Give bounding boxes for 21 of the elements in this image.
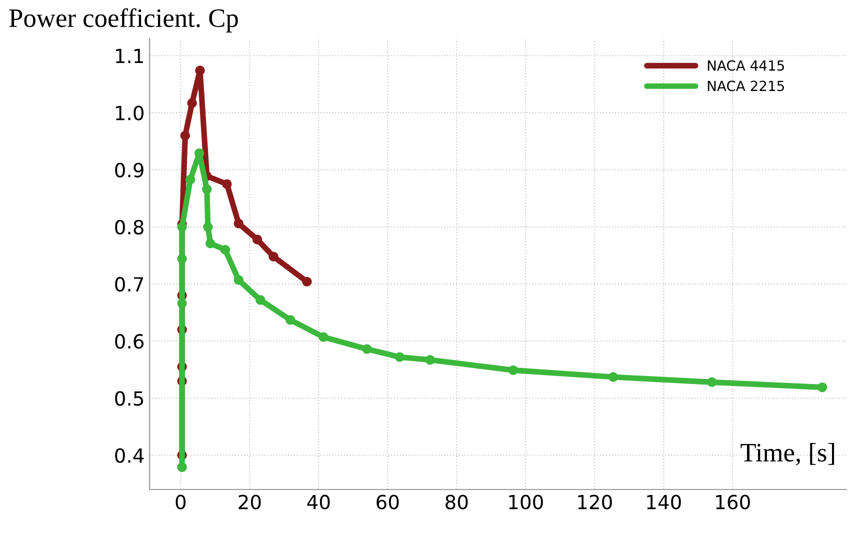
legend-label: NACA 2215 <box>708 80 784 92</box>
x-tick-label: 140 <box>647 494 681 510</box>
x-tick-label: 160 <box>716 494 750 510</box>
y-tick-label: 0.9 <box>115 162 144 178</box>
x-axis-title: Time, [s] <box>740 443 834 466</box>
y-tick-label: 0.4 <box>115 448 144 463</box>
x-tick-label: 20 <box>238 494 261 510</box>
y-tick-label: 1.1 <box>116 48 143 64</box>
x-tick-label: 0 <box>176 494 186 510</box>
y-tick-label: 0.6 <box>115 334 144 349</box>
x-tick-label: 120 <box>578 494 612 510</box>
y-tick-label: 0.8 <box>115 220 144 235</box>
y-tick-label: 1.0 <box>116 106 144 120</box>
x-tick-label: 100 <box>509 494 543 510</box>
legend-label: NACA 4415 <box>708 60 784 71</box>
x-tick-label: 40 <box>307 494 330 510</box>
y-tick-label: 0.7 <box>115 276 144 292</box>
x-tick-label: 80 <box>446 494 468 510</box>
y-tick-label: 0.5 <box>115 391 144 406</box>
x-tick-label: 60 <box>376 494 399 510</box>
y-axis-title: Power coefficient. Cp <box>9 8 238 32</box>
